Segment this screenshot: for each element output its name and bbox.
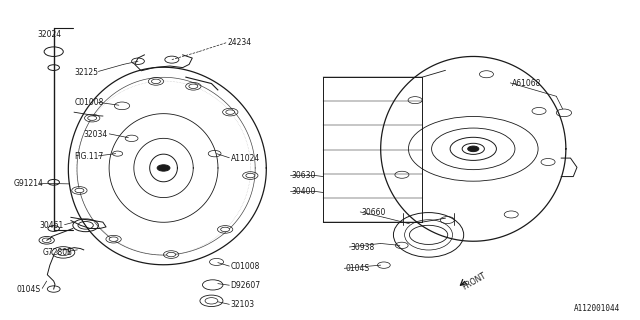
- Circle shape: [189, 84, 198, 89]
- Text: G91214: G91214: [13, 180, 44, 188]
- Text: FIG.117: FIG.117: [74, 152, 104, 161]
- Circle shape: [75, 188, 84, 193]
- Text: 24234: 24234: [227, 38, 252, 47]
- Text: 30630: 30630: [291, 172, 316, 180]
- Circle shape: [88, 116, 97, 120]
- Circle shape: [226, 110, 235, 114]
- Text: 0104S: 0104S: [346, 264, 370, 274]
- Text: C01008: C01008: [74, 98, 104, 107]
- Text: FRONT: FRONT: [461, 271, 488, 292]
- Text: 30400: 30400: [291, 188, 316, 196]
- Text: 32125: 32125: [74, 68, 98, 77]
- Text: C01008: C01008: [230, 262, 260, 271]
- Circle shape: [166, 252, 175, 257]
- Text: 32103: 32103: [230, 300, 255, 309]
- Text: 0104S: 0104S: [17, 284, 41, 293]
- Circle shape: [109, 237, 118, 241]
- Circle shape: [221, 227, 230, 232]
- Text: 32024: 32024: [38, 30, 62, 39]
- Text: 30461: 30461: [39, 221, 63, 230]
- Circle shape: [468, 146, 479, 152]
- Circle shape: [246, 173, 255, 178]
- Text: D92607: D92607: [230, 281, 260, 290]
- Text: G72808: G72808: [42, 248, 72, 257]
- Circle shape: [152, 79, 161, 84]
- Text: 30660: 30660: [362, 208, 386, 217]
- Text: A11024: A11024: [230, 154, 260, 163]
- Text: A112001044: A112001044: [574, 304, 620, 313]
- Text: 30938: 30938: [351, 243, 375, 252]
- Circle shape: [157, 165, 170, 171]
- Text: A61068: A61068: [511, 79, 541, 88]
- Text: 32034: 32034: [84, 130, 108, 139]
